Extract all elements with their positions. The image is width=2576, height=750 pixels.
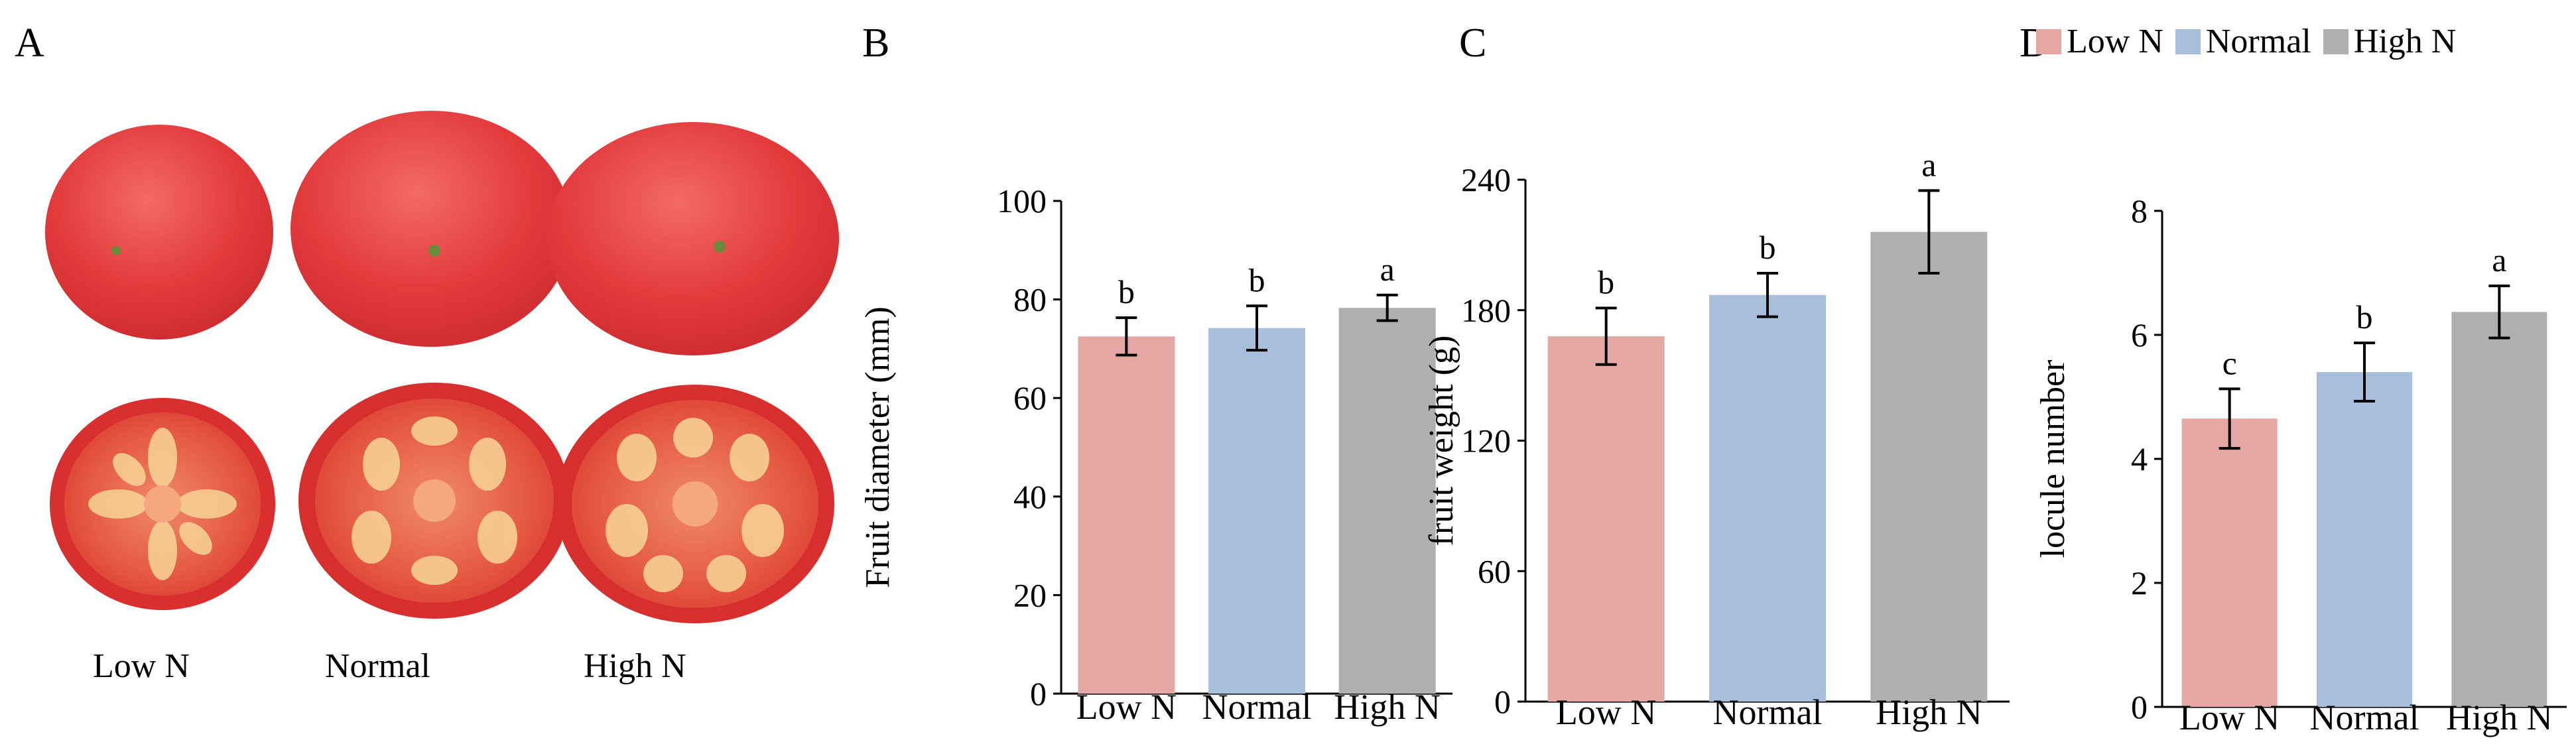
category-label: High N	[2446, 698, 2553, 737]
legend-swatch-high	[2323, 29, 2349, 54]
y-tick-label: 80	[1013, 281, 1047, 318]
legend-item-normal: Normal	[2175, 25, 2311, 59]
y-axis-title: Fruit diameter (mm)	[859, 306, 897, 588]
y-tick-label: 120	[1461, 422, 1511, 460]
tomato-whole-low	[45, 125, 273, 340]
significance-letter: b	[1118, 273, 1135, 310]
y-tick-label: 0	[1030, 675, 1047, 712]
category-label: Normal	[1202, 687, 1312, 727]
chart-fruit-diameter: 0 20 40 60 80 100 Fruit diameter (mm) b Low N b No…	[859, 182, 1452, 727]
y-tick-label: 60	[1478, 552, 1511, 590]
tomato-half-high	[556, 385, 834, 623]
error-bar	[1376, 293, 1398, 322]
stem-scars	[111, 241, 726, 257]
significance-letter: b	[1598, 263, 1614, 300]
y-tick-label: 2	[2131, 564, 2148, 601]
y-tick-label: 40	[1013, 478, 1047, 515]
y-tick-label: 6	[2131, 316, 2148, 353]
panel-b-letter: B	[862, 21, 890, 66]
legend-item-low: Low N	[2036, 25, 2163, 59]
error-bar	[2354, 342, 2375, 403]
legend-label-high: High N	[2353, 23, 2457, 60]
error-bar	[2219, 387, 2240, 450]
photo-label-normal: Normal	[325, 647, 430, 685]
legend-item-high: High N	[2323, 23, 2457, 60]
bar-low-n	[2181, 418, 2278, 707]
y-tick-label: 0	[2131, 688, 2148, 725]
category-label: Low N	[2179, 698, 2280, 737]
photo-label-high: High N	[584, 647, 686, 685]
significance-letter: c	[2222, 344, 2237, 381]
legend-label-normal: Normal	[2205, 23, 2311, 60]
bar-high-n	[1338, 308, 1436, 694]
y-tick-label: 4	[2131, 440, 2148, 477]
bar-normal	[1709, 294, 1826, 702]
significance-letter: a	[1380, 251, 1395, 288]
significance-letter: a	[1921, 146, 1936, 183]
error-bar	[1116, 316, 1137, 357]
panel-c-letter: C	[1459, 21, 1487, 66]
category-label: Low N	[1556, 692, 1656, 732]
y-axis-title: locule number	[2034, 360, 2072, 558]
tomato-photos	[45, 111, 839, 623]
error-bar	[1757, 272, 1778, 318]
bar-low-n	[1078, 336, 1175, 694]
category-label: High N	[1876, 692, 1982, 732]
tomato-whole-normal	[290, 111, 572, 347]
chart-locule-number: 0 2 4 6 8 locule number c Low N b Normal a High N	[2034, 192, 2567, 737]
y-tick-label: 100	[997, 182, 1047, 219]
significance-letter: b	[1249, 261, 1265, 298]
legend-swatch-low	[2036, 29, 2061, 54]
legend-swatch-normal	[2175, 29, 2201, 54]
error-bar	[1595, 306, 1617, 366]
error-bar	[1246, 304, 1267, 352]
y-tick-label: 20	[1013, 576, 1047, 613]
error-bar	[1918, 189, 1940, 275]
category-label: High N	[1334, 687, 1441, 727]
category-label: Low N	[1076, 687, 1177, 727]
significance-letter: a	[2492, 241, 2506, 279]
y-tick-label: 8	[2131, 192, 2148, 229]
y-tick-label: 60	[1013, 379, 1047, 416]
category-label: Normal	[1713, 692, 1823, 732]
panel-a-letter: A	[15, 21, 44, 66]
photo-label-low: Low N	[93, 647, 190, 685]
legend-label-low: Low N	[2067, 23, 2163, 60]
bar-normal	[2317, 372, 2412, 707]
bar-high-n	[2451, 312, 2547, 707]
y-tick-label: 180	[1461, 292, 1511, 329]
y-tick-label: 240	[1461, 161, 1511, 198]
bar-high-n	[1870, 231, 1988, 702]
y-axis-title: fruit weight (g)	[1426, 336, 1460, 546]
significance-letter: b	[1760, 229, 1776, 266]
bar-normal	[1208, 328, 1305, 694]
bar-low-n	[1547, 336, 1665, 702]
y-tick-label: 0	[1494, 683, 1511, 720]
tomato-half-low	[50, 398, 275, 610]
tomato-half-normal	[298, 383, 570, 619]
chart-fruit-weight: 0 60 120 180 240 fruit weight (g) b Low N b Norma…	[1426, 146, 2010, 732]
significance-letter: b	[2356, 298, 2373, 336]
category-label: Normal	[2310, 698, 2419, 737]
legend: Low N Normal High N	[2036, 19, 2468, 65]
tomato-whole-high	[547, 122, 839, 355]
error-bar	[2488, 284, 2510, 340]
